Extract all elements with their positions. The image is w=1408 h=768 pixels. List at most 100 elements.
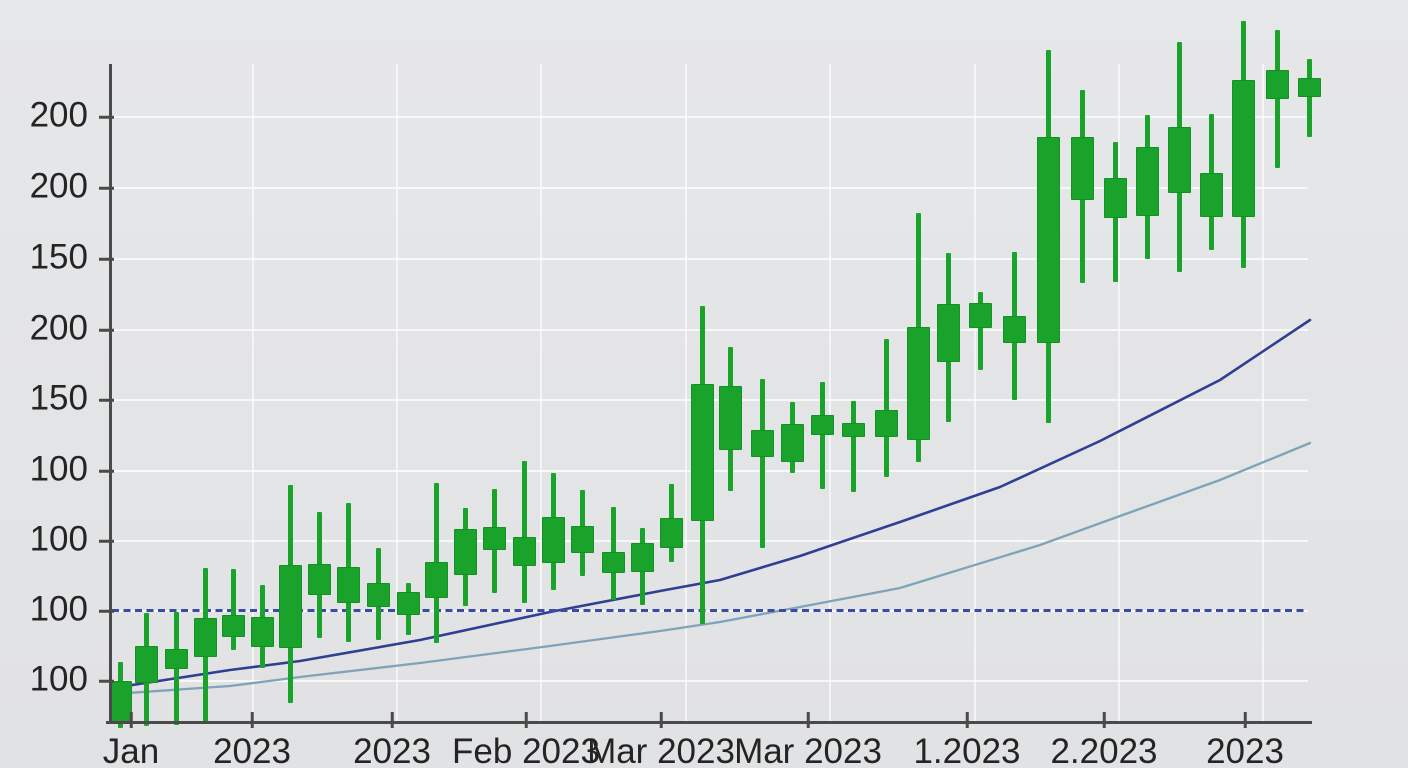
x-axis-tick-label: Jan [102,732,160,768]
candle-body [453,529,477,575]
ma-slow-line [111,441,1312,696]
candle-body [1231,80,1255,217]
x-tick-mark [1102,712,1106,728]
x-tick-mark [965,712,969,728]
candle-body [366,583,390,607]
x-axis-tick-label: Mar 2023 [734,732,882,768]
candle-body [512,537,536,566]
candle-body [936,304,960,362]
y-tick-mark [99,469,114,473]
y-axis-tick-label: 100 [29,519,88,559]
candle-body [690,384,714,521]
candle-body [541,517,565,563]
y-axis-tick-label: 100 [29,659,88,699]
x-tick-mark [806,712,810,728]
candle-body [1265,70,1289,99]
candle-body [718,386,742,450]
x-axis-tick-label: 2023 [353,732,431,768]
y-tick-mark [99,539,114,543]
vertical-gridline [829,64,831,722]
candle-body [482,527,506,550]
y-tick-mark [99,257,114,261]
y-tick-mark [99,398,114,402]
reference-dashed-line [112,609,1306,612]
candle-body [630,543,654,572]
y-axis-tick-label: 200 [29,95,88,135]
vertical-gridline [685,64,687,722]
candle-wick [977,292,983,370]
candle-wick [850,401,856,492]
x-tick-mark [129,712,133,728]
candle-body [424,562,448,598]
candle-body [1135,147,1159,216]
vertical-gridline [1262,64,1264,722]
vertical-gridline [974,64,976,722]
vertical-gridline [252,64,254,722]
candle-body [307,564,331,595]
y-axis-tick-label: 200 [29,166,88,206]
candle-body [1070,137,1094,200]
candle-body [906,327,930,440]
y-tick-mark [99,679,114,683]
candle-body [134,646,158,683]
x-axis-tick-label: Feb 2023 [452,732,600,768]
x-axis-line [106,721,1312,724]
y-tick-mark [99,328,114,332]
y-axis-line [109,64,112,723]
candle-wick [1274,30,1280,168]
candle-body [874,410,898,437]
vertical-gridline [396,64,398,722]
candle-body [780,424,804,462]
x-axis-tick-label: Mar 2023 [587,732,735,768]
candle-body [570,526,594,553]
candle-body [1002,316,1026,343]
x-tick-mark [390,712,394,728]
candle-wick [1306,59,1312,137]
x-tick-mark [524,712,528,728]
candle-body [221,615,245,637]
candle-body [968,303,992,328]
x-tick-mark [1243,712,1247,728]
x-axis-tick-label: 2023 [1206,732,1284,768]
horizontal-gridline [110,329,1308,331]
candle-body [1036,137,1060,343]
candle-body [336,567,360,603]
candle-wick [883,339,889,477]
candle-body [1167,127,1191,193]
candle-body [1297,78,1321,97]
y-axis-tick-label: 200 [29,308,88,348]
y-tick-mark [99,186,114,190]
candle-body [278,565,302,648]
horizontal-gridline [110,258,1308,260]
candle-body [841,423,865,437]
candle-wick [819,382,825,489]
candle-wick [759,379,765,548]
candle-body [193,618,217,657]
horizontal-gridline [110,187,1308,189]
horizontal-gridline [110,116,1308,118]
candle-body [164,649,188,669]
candle-body [659,518,683,548]
candle-body [250,617,274,647]
y-axis-tick-label: 150 [29,378,88,418]
x-axis-tick-label: 1.2023 [913,732,1021,768]
candle-wick [230,569,236,650]
y-axis-tick-label: 100 [29,589,88,629]
y-axis-tick-label: 150 [29,237,88,277]
candle-wick [521,461,527,603]
x-tick-mark [250,712,254,728]
y-axis-tick-label: 100 [29,449,88,489]
candle-body [601,552,625,573]
x-axis-tick-label: 2023 [213,732,291,768]
vertical-gridline [1118,64,1120,722]
candle-body [1199,173,1223,217]
horizontal-gridline [110,540,1308,542]
candle-body [1103,178,1127,218]
candle-body [810,415,834,435]
candle-body [750,430,774,457]
y-tick-mark [99,609,114,613]
ma-fast-line [111,318,1312,690]
x-axis-tick-label: 2.2023 [1050,732,1158,768]
